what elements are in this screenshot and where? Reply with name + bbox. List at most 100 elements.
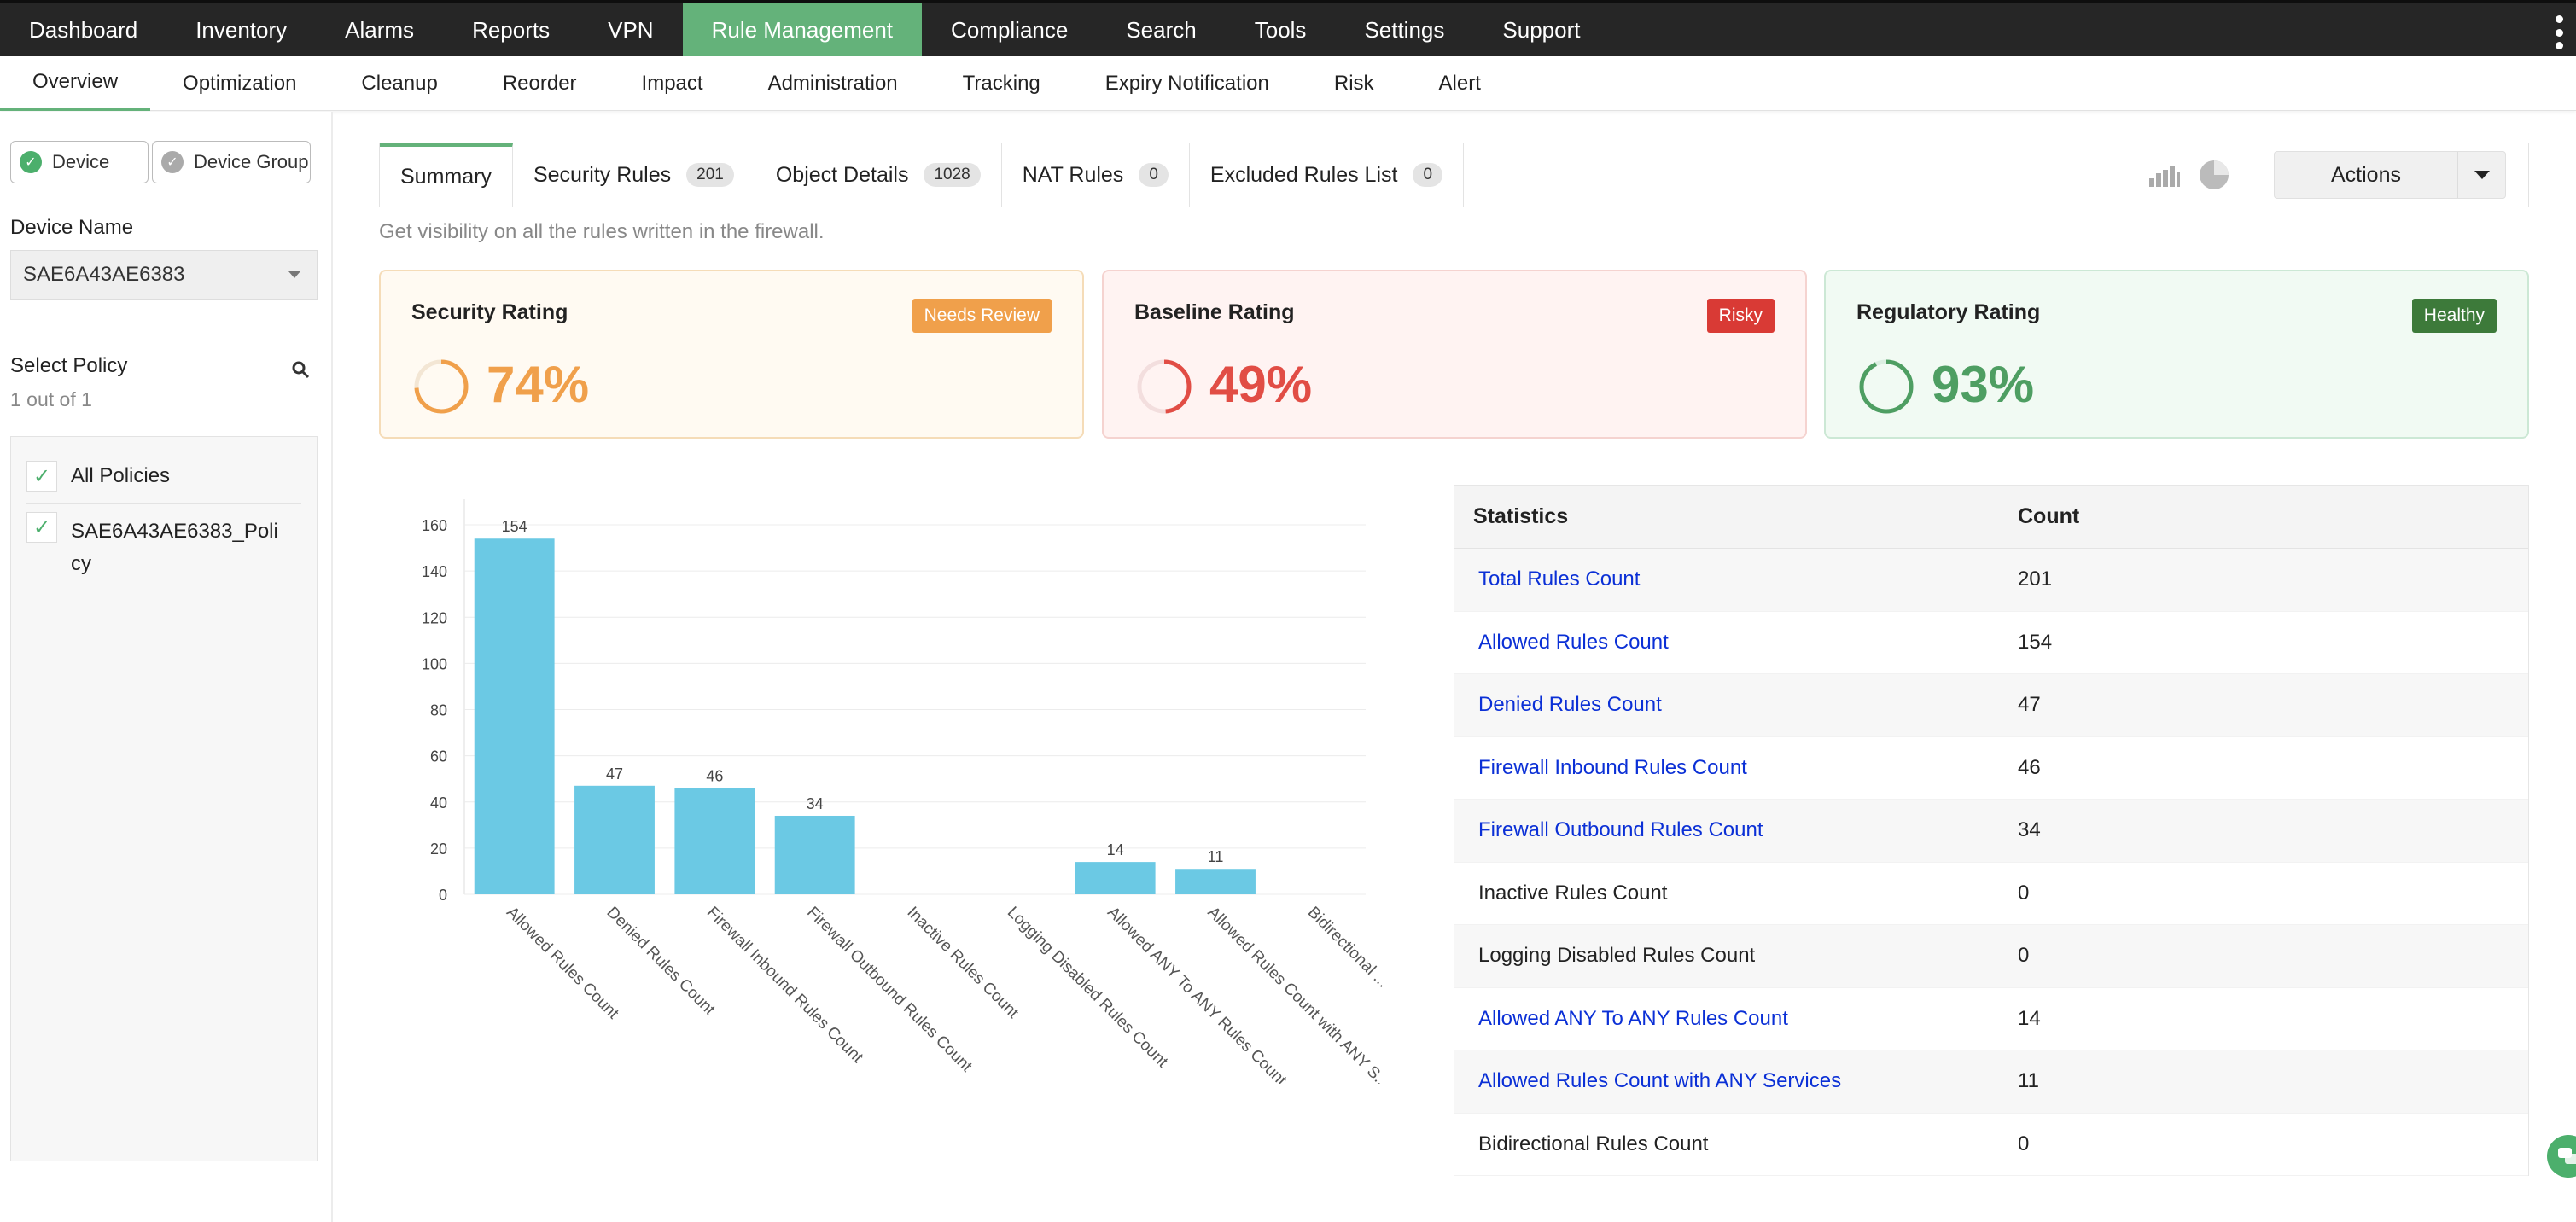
tab-expiry-notification[interactable]: Expiry Notification	[1104, 72, 1269, 95]
nav-tools[interactable]: Tools	[1254, 16, 1307, 43]
tab-nat-rules[interactable]: NAT Rules 0	[1002, 143, 1190, 207]
pie-chart-icon[interactable]	[2199, 160, 2229, 190]
count-badge: 0	[1139, 163, 1169, 187]
statistic-count: 46	[2018, 755, 2041, 779]
column-header: Count	[2018, 504, 2080, 528]
rating-percent: 49%	[1209, 356, 1313, 413]
bar	[574, 785, 655, 894]
content-tabs: Summary Security Rules 201 Object Detail…	[379, 143, 2529, 207]
statistic-link[interactable]: Allowed ANY To ANY Rules Count	[1478, 1006, 1788, 1030]
device-name-select[interactable]: SAE6A43AE6383	[10, 250, 318, 300]
caret-down-icon[interactable]	[2457, 152, 2505, 198]
tab-object-details[interactable]: Object Details 1028	[755, 143, 1002, 207]
statistic-link[interactable]: Denied Rules Count	[1478, 693, 1662, 717]
bar-chart-icon[interactable]	[2149, 163, 2180, 187]
card-title: Baseline Rating	[1134, 300, 1295, 324]
device-group-toggle-button[interactable]: ✓ Device Group	[152, 141, 311, 183]
statistic-count: 0	[2018, 881, 2030, 905]
nav-settings[interactable]: Settings	[1364, 16, 1445, 43]
statistic-count: 154	[2018, 630, 2053, 654]
bar	[1175, 869, 1256, 894]
table-row: Allowed ANY To ANY Rules Count 14	[1454, 988, 2528, 1050]
nav-support[interactable]: Support	[1502, 16, 1581, 43]
y-tick-label: 60	[430, 748, 447, 765]
nav-compliance[interactable]: Compliance	[951, 16, 1069, 43]
select-policy-label: Select Policy	[10, 354, 128, 377]
check-circle-icon: ✓	[161, 151, 184, 173]
tab-reorder[interactable]: Reorder	[502, 72, 577, 95]
statistic-link[interactable]: Total Rules Count	[1478, 567, 1641, 591]
chat-icon[interactable]	[2547, 1135, 2576, 1178]
x-tick-label: Inactive Rules Count	[903, 904, 1022, 1022]
statistic-count: 0	[2018, 1132, 2030, 1155]
statistic-count: 14	[2018, 1006, 2041, 1030]
statistic-link[interactable]: Firewall Outbound Rules Count	[1478, 818, 1763, 842]
nav-dashboard[interactable]: Dashboard	[29, 16, 138, 43]
statistic-count: 11	[2018, 1069, 2039, 1093]
checkbox-checked-icon[interactable]: ✓	[26, 512, 57, 543]
actions-dropdown[interactable]: Actions	[2274, 151, 2506, 199]
tab-impact[interactable]: Impact	[641, 72, 703, 95]
tab-overview[interactable]: Overview	[0, 56, 151, 111]
tab-label: Summary	[400, 164, 492, 189]
x-tick-label: Firewall Outbound Rules Count	[803, 904, 976, 1076]
nav-alarms[interactable]: Alarms	[345, 16, 415, 43]
nav-rule-management[interactable]: Rule Management	[682, 3, 923, 56]
policy-label: SAE6A43AE6383_Poli cy	[71, 520, 278, 575]
top-nav: Dashboard Inventory Alarms Reports VPN R…	[0, 0, 2576, 56]
statistic-link[interactable]: Allowed Rules Count with ANY Services	[1478, 1069, 1842, 1093]
policy-item-sae6a43ae6383[interactable]: ✓ SAE6A43AE6383_Poli cy	[26, 512, 300, 580]
nav-inventory[interactable]: Inventory	[195, 16, 288, 43]
y-tick-label: 20	[430, 841, 447, 858]
table-row: Allowed Rules Count 154	[1454, 612, 2528, 674]
statistic-link[interactable]: Allowed Rules Count	[1478, 630, 1669, 654]
checkbox-checked-icon[interactable]: ✓	[26, 461, 57, 492]
tab-summary[interactable]: Summary	[380, 143, 513, 207]
status-badge: Risky	[1706, 299, 1775, 333]
tab-optimization[interactable]: Optimization	[183, 72, 297, 95]
statistic-label: Logging Disabled Rules Count	[1478, 944, 1756, 968]
check-circle-icon: ✓	[20, 151, 42, 173]
status-badge: Healthy	[2411, 299, 2497, 333]
bar	[474, 538, 555, 894]
sidebar: ✓ Device ✓ Device Group Device Name SAE6…	[0, 112, 333, 1222]
search-icon[interactable]	[290, 359, 311, 380]
policy-item-all[interactable]: ✓ All Policies	[26, 461, 170, 492]
table-row: Firewall Outbound Rules Count 34	[1454, 800, 2528, 863]
rating-ring	[1859, 359, 1914, 414]
device-toggle-button[interactable]: ✓ Device	[10, 141, 149, 183]
tab-alert[interactable]: Alert	[1438, 72, 1481, 95]
tab-administration[interactable]: Administration	[767, 72, 898, 95]
data-label: 154	[502, 518, 527, 535]
data-label: 14	[1107, 841, 1124, 858]
rating-ring	[414, 359, 469, 414]
table-row: Inactive Rules Count 0	[1454, 863, 2528, 925]
card-title: Regulatory Rating	[1856, 300, 2041, 324]
table-header: Statistics Count	[1454, 486, 2528, 549]
column-header: Statistics	[1473, 504, 1569, 528]
tab-cleanup[interactable]: Cleanup	[361, 72, 438, 95]
count-badge: 201	[686, 163, 734, 187]
table-row: Firewall Inbound Rules Count 46	[1454, 737, 2528, 800]
bar	[774, 815, 855, 894]
y-tick-label: 40	[430, 794, 447, 812]
statistic-link[interactable]: Firewall Inbound Rules Count	[1478, 755, 1747, 779]
tab-label: NAT Rules	[1022, 162, 1124, 187]
statistic-count: 0	[2018, 944, 2030, 968]
x-tick-label: Bidirectional ...	[1304, 904, 1386, 992]
x-tick-label: Denied Rules Count	[603, 904, 719, 1020]
statistic-label: Bidirectional Rules Count	[1478, 1132, 1709, 1155]
sub-nav: Overview Optimization Cleanup Reorder Im…	[0, 56, 2576, 111]
policy-label: All Policies	[71, 464, 171, 487]
more-menu-icon[interactable]	[2554, 15, 2564, 49]
nav-search[interactable]: Search	[1126, 16, 1197, 43]
tab-risk[interactable]: Risk	[1333, 72, 1374, 95]
x-tick-label: Allowed Rules Count	[503, 904, 622, 1023]
tab-excluded-rules-list[interactable]: Excluded Rules List 0	[1190, 143, 1465, 207]
chevron-down-icon[interactable]	[271, 251, 317, 299]
tab-tracking[interactable]: Tracking	[962, 72, 1040, 95]
nav-vpn[interactable]: VPN	[608, 16, 654, 43]
data-label: 46	[706, 768, 723, 785]
tab-security-rules[interactable]: Security Rules 201	[513, 143, 755, 207]
nav-reports[interactable]: Reports	[472, 16, 551, 43]
